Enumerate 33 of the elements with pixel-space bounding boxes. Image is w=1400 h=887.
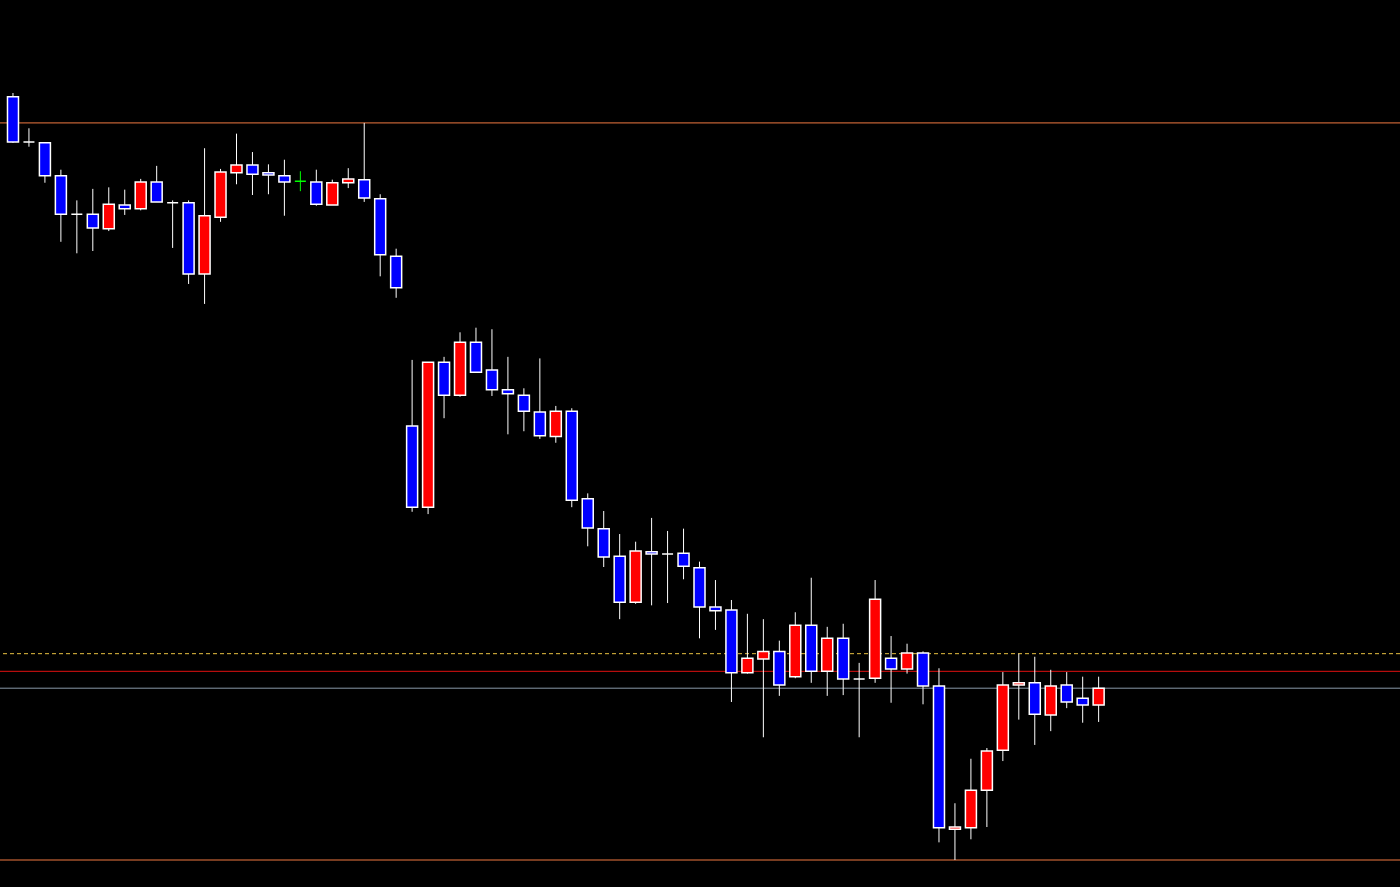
candlestick [1076, 676, 1089, 724]
candlestick [1012, 653, 1026, 721]
candlestick [501, 356, 515, 435]
candlestick [757, 618, 770, 738]
candlestick [118, 189, 131, 216]
candlestick [166, 199, 179, 249]
candlestick [230, 133, 243, 185]
candlestick [246, 151, 259, 196]
candlestick [278, 159, 291, 217]
candlestick [900, 643, 914, 675]
candlestick [661, 530, 674, 604]
candlestick [948, 802, 962, 861]
candlestick [150, 165, 163, 203]
candlestick [677, 528, 690, 580]
candlestick [326, 179, 339, 206]
candlestick [310, 169, 323, 207]
candlestick [645, 517, 658, 606]
candlestick [22, 127, 36, 148]
candlestick [485, 328, 499, 397]
candlestick [294, 170, 307, 192]
candlestick [1092, 676, 1105, 723]
candlestick [741, 613, 754, 675]
candlestick [1060, 671, 1073, 709]
candlestick [357, 122, 371, 203]
candlestick [852, 662, 866, 738]
candlestick [262, 163, 275, 195]
candlestick [70, 199, 84, 254]
candlestick [709, 579, 722, 631]
candlestick [533, 357, 547, 440]
candlestick [342, 167, 355, 189]
candlestick [86, 188, 100, 252]
candlestick [884, 635, 898, 704]
candlestick [517, 387, 531, 432]
